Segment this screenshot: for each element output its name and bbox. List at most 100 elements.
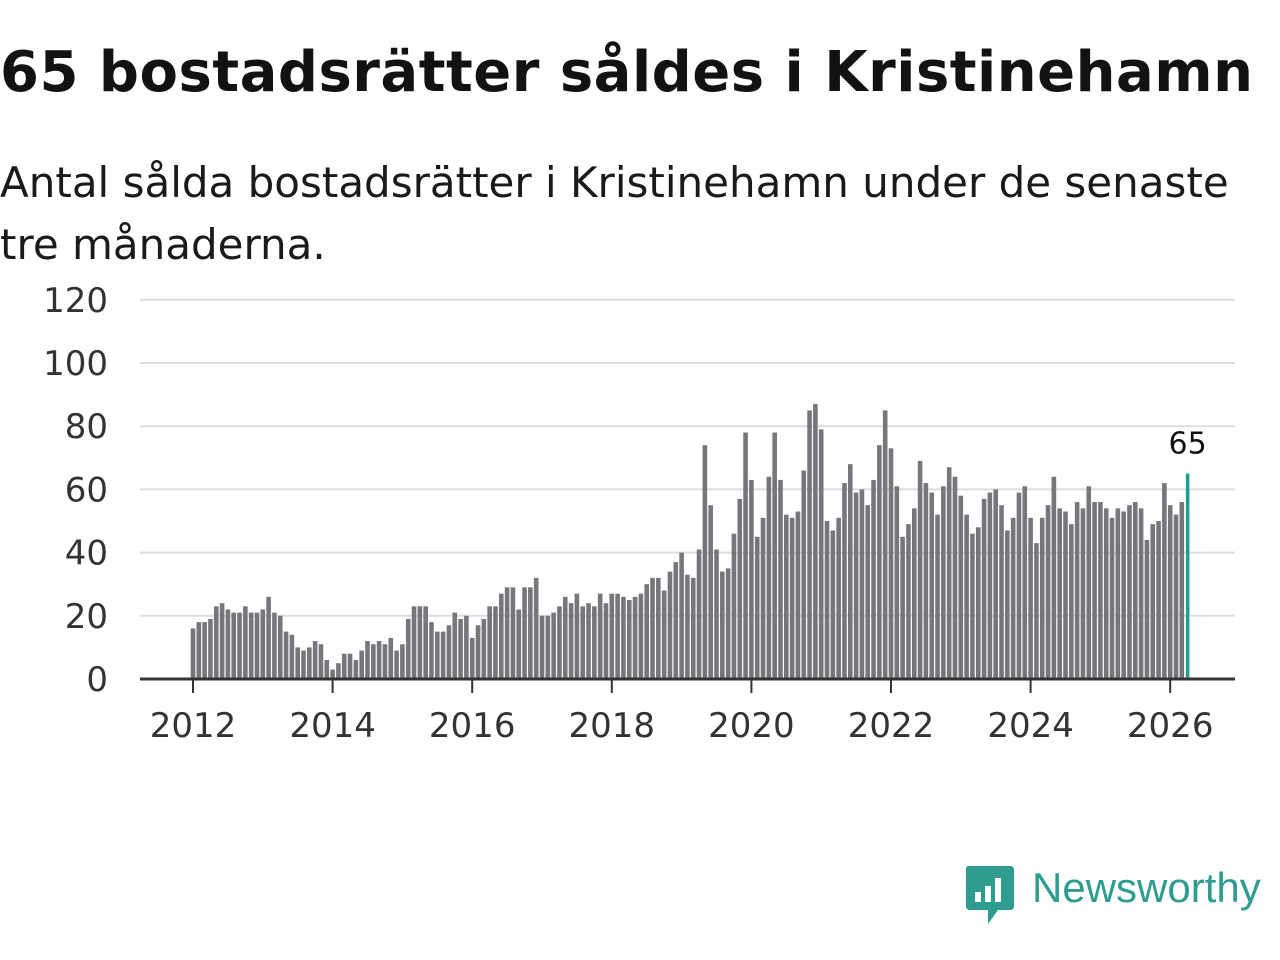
bar bbox=[516, 609, 522, 679]
bar bbox=[888, 448, 894, 679]
y-tick-label: 60 bbox=[65, 470, 108, 510]
bar bbox=[946, 467, 952, 679]
bar bbox=[795, 511, 801, 679]
x-tick-label: 2022 bbox=[848, 706, 935, 746]
bar bbox=[359, 650, 364, 679]
x-tick-label: 2012 bbox=[150, 706, 237, 746]
bar bbox=[830, 530, 836, 679]
bar bbox=[708, 505, 713, 679]
bar bbox=[580, 606, 586, 679]
bar bbox=[435, 631, 440, 679]
bar bbox=[353, 660, 359, 679]
bar bbox=[731, 533, 737, 679]
bar bbox=[1039, 517, 1045, 679]
bar bbox=[190, 628, 196, 679]
highlighted-bar bbox=[1185, 473, 1190, 679]
bar bbox=[446, 625, 452, 679]
bar bbox=[737, 498, 743, 679]
bar bbox=[987, 492, 993, 679]
bar bbox=[632, 596, 638, 679]
bar bbox=[818, 429, 824, 679]
bar bbox=[702, 445, 708, 679]
bar bbox=[597, 593, 603, 679]
x-tick-label: 2024 bbox=[987, 706, 1074, 746]
bar bbox=[789, 517, 795, 679]
bar bbox=[586, 603, 591, 679]
bar bbox=[568, 603, 574, 679]
bar bbox=[213, 606, 219, 679]
bar bbox=[272, 612, 277, 679]
x-tick-label: 2014 bbox=[289, 706, 376, 746]
bar bbox=[772, 432, 777, 679]
bar bbox=[847, 464, 853, 679]
x-tick-label: 2026 bbox=[1127, 706, 1214, 746]
bar bbox=[202, 622, 207, 679]
bar bbox=[1138, 508, 1144, 679]
bar bbox=[452, 612, 458, 679]
bar bbox=[696, 549, 702, 679]
y-tick-label: 100 bbox=[43, 344, 108, 384]
bar bbox=[743, 432, 748, 679]
bar bbox=[871, 479, 876, 679]
bar bbox=[493, 606, 498, 679]
bar bbox=[993, 489, 998, 679]
bar bbox=[1028, 517, 1033, 679]
bar bbox=[894, 486, 900, 679]
bar bbox=[813, 404, 818, 679]
bar bbox=[626, 600, 632, 679]
bar bbox=[429, 622, 434, 679]
bar bbox=[557, 606, 562, 679]
bar bbox=[481, 618, 487, 679]
x-tick-label: 2020 bbox=[708, 706, 795, 746]
bar bbox=[1086, 486, 1092, 679]
bar bbox=[1080, 508, 1086, 679]
bar-chart: 0 20 40 60 80 100 120 2012 2014 2016 2018 2020 2022 2… bbox=[43, 281, 1235, 746]
bar bbox=[749, 479, 754, 679]
bar bbox=[411, 606, 417, 679]
bar bbox=[394, 650, 399, 679]
x-tick-label: 2018 bbox=[569, 706, 656, 746]
y-tick-label: 0 bbox=[86, 660, 108, 700]
bar bbox=[970, 533, 975, 679]
bar bbox=[865, 505, 871, 679]
bar bbox=[545, 615, 551, 679]
bar bbox=[1127, 505, 1132, 679]
bar bbox=[964, 514, 969, 679]
bar bbox=[859, 489, 865, 679]
bar bbox=[307, 647, 312, 679]
bar bbox=[498, 593, 504, 679]
bar bbox=[935, 514, 940, 679]
bar bbox=[376, 641, 382, 679]
bar bbox=[603, 603, 609, 679]
bar bbox=[1179, 502, 1185, 679]
bar bbox=[225, 609, 231, 679]
bar bbox=[725, 568, 731, 679]
bar bbox=[371, 644, 376, 679]
bar bbox=[295, 647, 300, 679]
bar bbox=[952, 476, 958, 679]
bar bbox=[714, 549, 719, 679]
bar bbox=[196, 622, 202, 679]
bar bbox=[766, 476, 772, 679]
bar bbox=[842, 483, 847, 679]
bar bbox=[266, 596, 271, 679]
bar bbox=[592, 606, 597, 679]
bar bbox=[836, 517, 841, 679]
bar bbox=[487, 606, 492, 679]
bar bbox=[1005, 530, 1010, 679]
bar bbox=[877, 445, 882, 679]
bar bbox=[644, 584, 649, 679]
bar bbox=[1010, 517, 1016, 679]
bar bbox=[1133, 502, 1138, 679]
bar bbox=[231, 612, 237, 679]
bar bbox=[289, 634, 295, 679]
bar bbox=[923, 483, 929, 679]
bar bbox=[1098, 502, 1103, 679]
bar bbox=[312, 641, 318, 679]
y-tick-label: 20 bbox=[65, 597, 108, 637]
bar bbox=[661, 590, 667, 679]
bar bbox=[254, 612, 260, 679]
bar bbox=[981, 498, 987, 679]
bar bbox=[638, 593, 644, 679]
bar bbox=[1121, 511, 1126, 679]
